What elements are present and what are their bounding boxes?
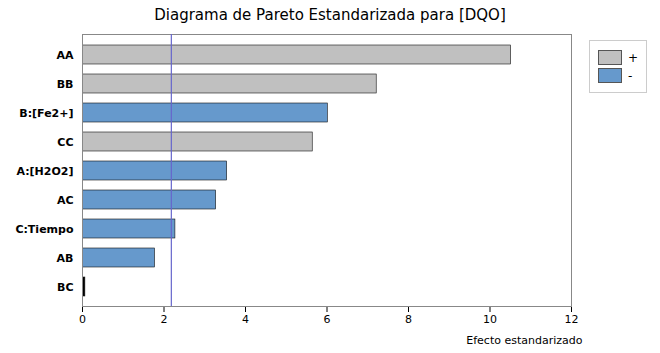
svg-text:AB: AB: [57, 252, 74, 265]
html-text:Diagrama de Pareto Estandariza: Diagrama de Pareto Estandarizada para [D…: [154, 6, 506, 24]
svg-text:B:[Fe2+]: B:[Fe2+]: [19, 107, 73, 120]
svg-text:8: 8: [405, 313, 412, 326]
svg-text:4: 4: [242, 313, 249, 326]
svg-text:10: 10: [483, 313, 497, 326]
svg-text:6: 6: [324, 313, 331, 326]
svg-text:AA: AA: [56, 49, 74, 62]
svg-text:12: 12: [565, 313, 579, 326]
svg-text:0: 0: [79, 313, 86, 326]
svg-text:Efecto estandarizado: Efecto estandarizado: [466, 334, 583, 347]
svg-text:2: 2: [161, 313, 168, 326]
svg-text:AC: AC: [57, 194, 74, 207]
svg-text:A:[H2O2]: A:[H2O2]: [16, 165, 73, 178]
svg-text:BB: BB: [57, 78, 74, 91]
svg-text:CC: CC: [57, 136, 73, 149]
svg-text:BC: BC: [57, 281, 73, 294]
svg-text:C:Tiempo: C:Tiempo: [15, 223, 74, 236]
